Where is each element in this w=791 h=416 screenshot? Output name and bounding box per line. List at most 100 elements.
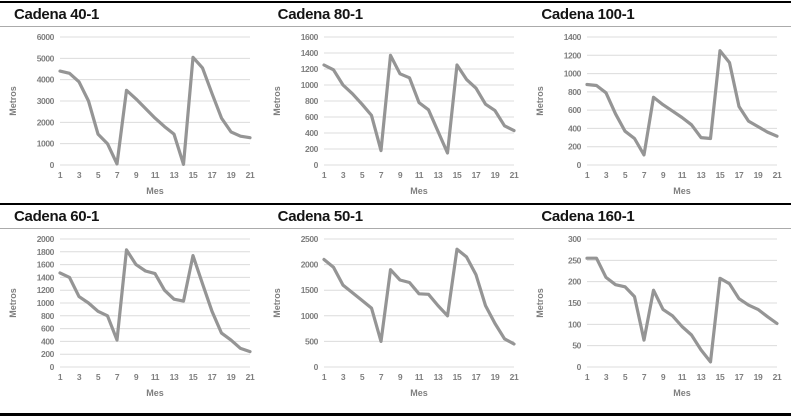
- y-tick-label: 0: [313, 160, 318, 170]
- x-tick-label: 1: [58, 372, 63, 382]
- data-series-line: [322, 53, 516, 155]
- x-tick-label: 19: [227, 170, 236, 180]
- y-tick-label: 600: [41, 324, 55, 334]
- x-tick-label: 1: [585, 170, 590, 180]
- y-tick-label: 1200: [564, 50, 582, 60]
- x-tick-label: 9: [661, 372, 666, 382]
- y-axis-title: Metros: [8, 86, 18, 116]
- x-tick-label: 5: [623, 170, 628, 180]
- y-tick-label: 2500: [300, 234, 318, 244]
- y-tick-label: 1400: [300, 48, 318, 58]
- x-tick-label: 5: [623, 372, 628, 382]
- chart-title-cadena-60-1: Cadena 60-1: [14, 208, 100, 225]
- x-tick-label: 21: [773, 372, 782, 382]
- x-tick-label: 7: [115, 170, 120, 180]
- x-tick-label: 3: [604, 372, 609, 382]
- chart-strip-top: 0 1000 2000 3000 4000 5000 6000 1 3 5 7 9 11 13 15 17 19…: [0, 27, 791, 203]
- data-series-line: [58, 248, 252, 354]
- x-tick-label: 7: [115, 372, 120, 382]
- y-tick-label: 1000: [564, 69, 582, 79]
- chart-title-cadena-100-1: Cadena 100-1: [541, 6, 635, 23]
- x-tick-label: 11: [678, 372, 687, 382]
- chart-title-cadena-160-1: Cadena 160-1: [541, 208, 635, 225]
- y-tick-label: 1000: [37, 139, 55, 149]
- chart-cell-cadena-100-1: 0 200 400 600 800 1000 1200 1400 1 3 5 7 9 11 13 15 17 19…: [527, 27, 791, 203]
- x-tick-label: 15: [452, 372, 461, 382]
- y-tick-label: 200: [568, 277, 582, 287]
- chart-cell-cadena-80-1: 0 200 400 600 800 1000 1200 1400 1600 1 3 5 7 9 11 13 15…: [264, 27, 528, 203]
- y-tick-label: 600: [305, 112, 319, 122]
- chart-cell-cadena-40-1: 0 1000 2000 3000 4000 5000 6000 1 3 5 7 9 11 13 15 17 19…: [0, 27, 264, 203]
- x-tick-label: 13: [433, 170, 442, 180]
- x-tick-label: 9: [134, 170, 139, 180]
- y-axis-title: Metros: [8, 288, 18, 318]
- y-tick-label: 0: [50, 362, 55, 372]
- x-tick-label: 17: [471, 372, 480, 382]
- y-axis-title: Metros: [272, 288, 282, 318]
- x-tick-label: 9: [661, 170, 666, 180]
- chart-cell-cadena-50-1: 0 500 1000 1500 2000 2500 1 3 5 7 9 11 13 15 17 19 21 Mes…: [264, 229, 528, 405]
- x-axis-title: Mes: [674, 186, 692, 196]
- x-tick-label: 19: [490, 170, 499, 180]
- title-strip-top: Cadena 40-1 Cadena 80-1 Cadena 100-1: [0, 1, 791, 27]
- y-tick-label: 400: [568, 123, 582, 133]
- x-tick-label: 3: [77, 170, 82, 180]
- x-axis-title: Mes: [674, 388, 692, 398]
- x-tick-label: 19: [490, 372, 499, 382]
- x-tick-label: 5: [96, 170, 101, 180]
- x-tick-label: 21: [246, 372, 255, 382]
- x-tick-label: 7: [378, 170, 383, 180]
- data-series-line: [58, 55, 252, 166]
- x-tick-label: 13: [697, 372, 706, 382]
- y-tick-label: 1600: [300, 32, 318, 42]
- y-tick-label: 1600: [37, 260, 55, 270]
- x-tick-label: 21: [773, 170, 782, 180]
- x-tick-label: 11: [151, 170, 160, 180]
- y-axis-title: Metros: [535, 86, 545, 116]
- x-tick-label: 17: [208, 372, 217, 382]
- x-tick-label: 17: [471, 170, 480, 180]
- x-tick-label: 3: [340, 170, 345, 180]
- y-tick-label: 100: [568, 319, 582, 329]
- y-tick-label: 600: [568, 105, 582, 115]
- x-tick-label: 21: [509, 170, 518, 180]
- x-tick-label: 9: [397, 170, 402, 180]
- data-series-line: [585, 49, 779, 157]
- y-tick-label: 150: [568, 298, 582, 308]
- x-tick-label: 19: [227, 372, 236, 382]
- x-tick-label: 7: [378, 372, 383, 382]
- y-tick-label: 6000: [37, 32, 55, 42]
- y-tick-label: 400: [305, 128, 319, 138]
- y-tick-label: 1200: [37, 285, 55, 295]
- x-tick-label: 11: [678, 170, 687, 180]
- y-tick-label: 1400: [37, 272, 55, 282]
- x-tick-label: 1: [585, 372, 590, 382]
- x-tick-label: 15: [189, 170, 198, 180]
- y-tick-label: 250: [568, 255, 582, 265]
- y-tick-label: 0: [313, 362, 318, 372]
- y-tick-label: 2000: [300, 260, 318, 270]
- x-tick-label: 3: [340, 372, 345, 382]
- data-series-line: [585, 256, 779, 364]
- x-tick-label: 19: [754, 170, 763, 180]
- x-tick-label: 19: [754, 372, 763, 382]
- y-tick-label: 800: [41, 311, 55, 321]
- y-tick-label: 50: [573, 341, 582, 351]
- y-tick-label: 5000: [37, 53, 55, 63]
- x-axis-title: Mes: [410, 388, 428, 398]
- x-tick-label: 15: [452, 170, 461, 180]
- chart-band-top: Cadena 40-1 Cadena 80-1 Cadena 100-1 0 10…: [0, 1, 791, 203]
- x-tick-label: 17: [735, 170, 744, 180]
- y-axis-title: Metros: [535, 288, 545, 318]
- x-tick-label: 13: [170, 170, 179, 180]
- y-tick-label: 1500: [300, 285, 318, 295]
- y-tick-label: 200: [41, 349, 55, 359]
- x-tick-label: 13: [697, 170, 706, 180]
- x-axis-title: Mes: [146, 388, 164, 398]
- y-tick-label: 1200: [300, 64, 318, 74]
- x-tick-label: 13: [170, 372, 179, 382]
